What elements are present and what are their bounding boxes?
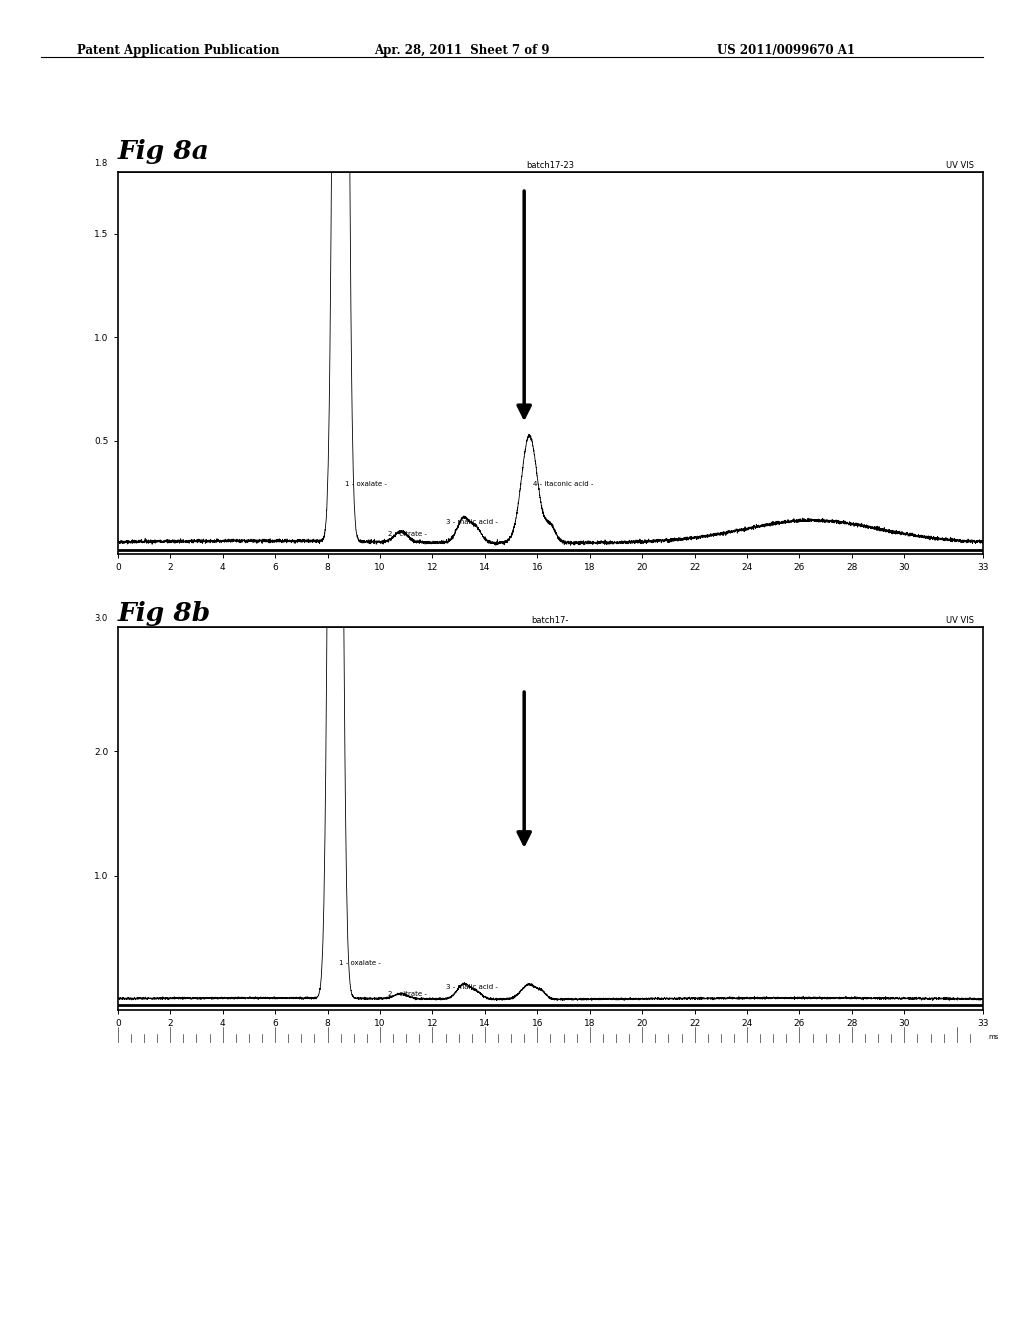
Text: 3 - malic acid -: 3 - malic acid -	[445, 983, 498, 990]
Text: ms: ms	[988, 1034, 998, 1040]
Text: Patent Application Publication: Patent Application Publication	[77, 44, 280, 57]
Text: UV VIS: UV VIS	[946, 161, 975, 170]
Text: 1 - oxalate -: 1 - oxalate -	[344, 480, 386, 487]
Text: Fig 8b: Fig 8b	[118, 601, 211, 626]
Text: US 2011/0099670 A1: US 2011/0099670 A1	[717, 44, 855, 57]
Text: UV VIS: UV VIS	[946, 616, 975, 626]
Text: 3 - malic acid -: 3 - malic acid -	[445, 519, 498, 525]
Text: 1 - oxalate -: 1 - oxalate -	[339, 960, 381, 966]
Text: 1.8: 1.8	[94, 158, 108, 168]
Text: 3.0: 3.0	[94, 614, 108, 623]
Text: 2 - citrate -: 2 - citrate -	[388, 991, 427, 997]
Text: batch17-23: batch17-23	[526, 161, 574, 170]
Text: Apr. 28, 2011  Sheet 7 of 9: Apr. 28, 2011 Sheet 7 of 9	[374, 44, 549, 57]
Text: Fig 8a: Fig 8a	[118, 139, 210, 164]
Text: 2 - citrate -: 2 - citrate -	[388, 531, 427, 537]
Text: 4 - itaconic acid -: 4 - itaconic acid -	[534, 480, 594, 487]
Text: batch17-: batch17-	[531, 616, 569, 626]
